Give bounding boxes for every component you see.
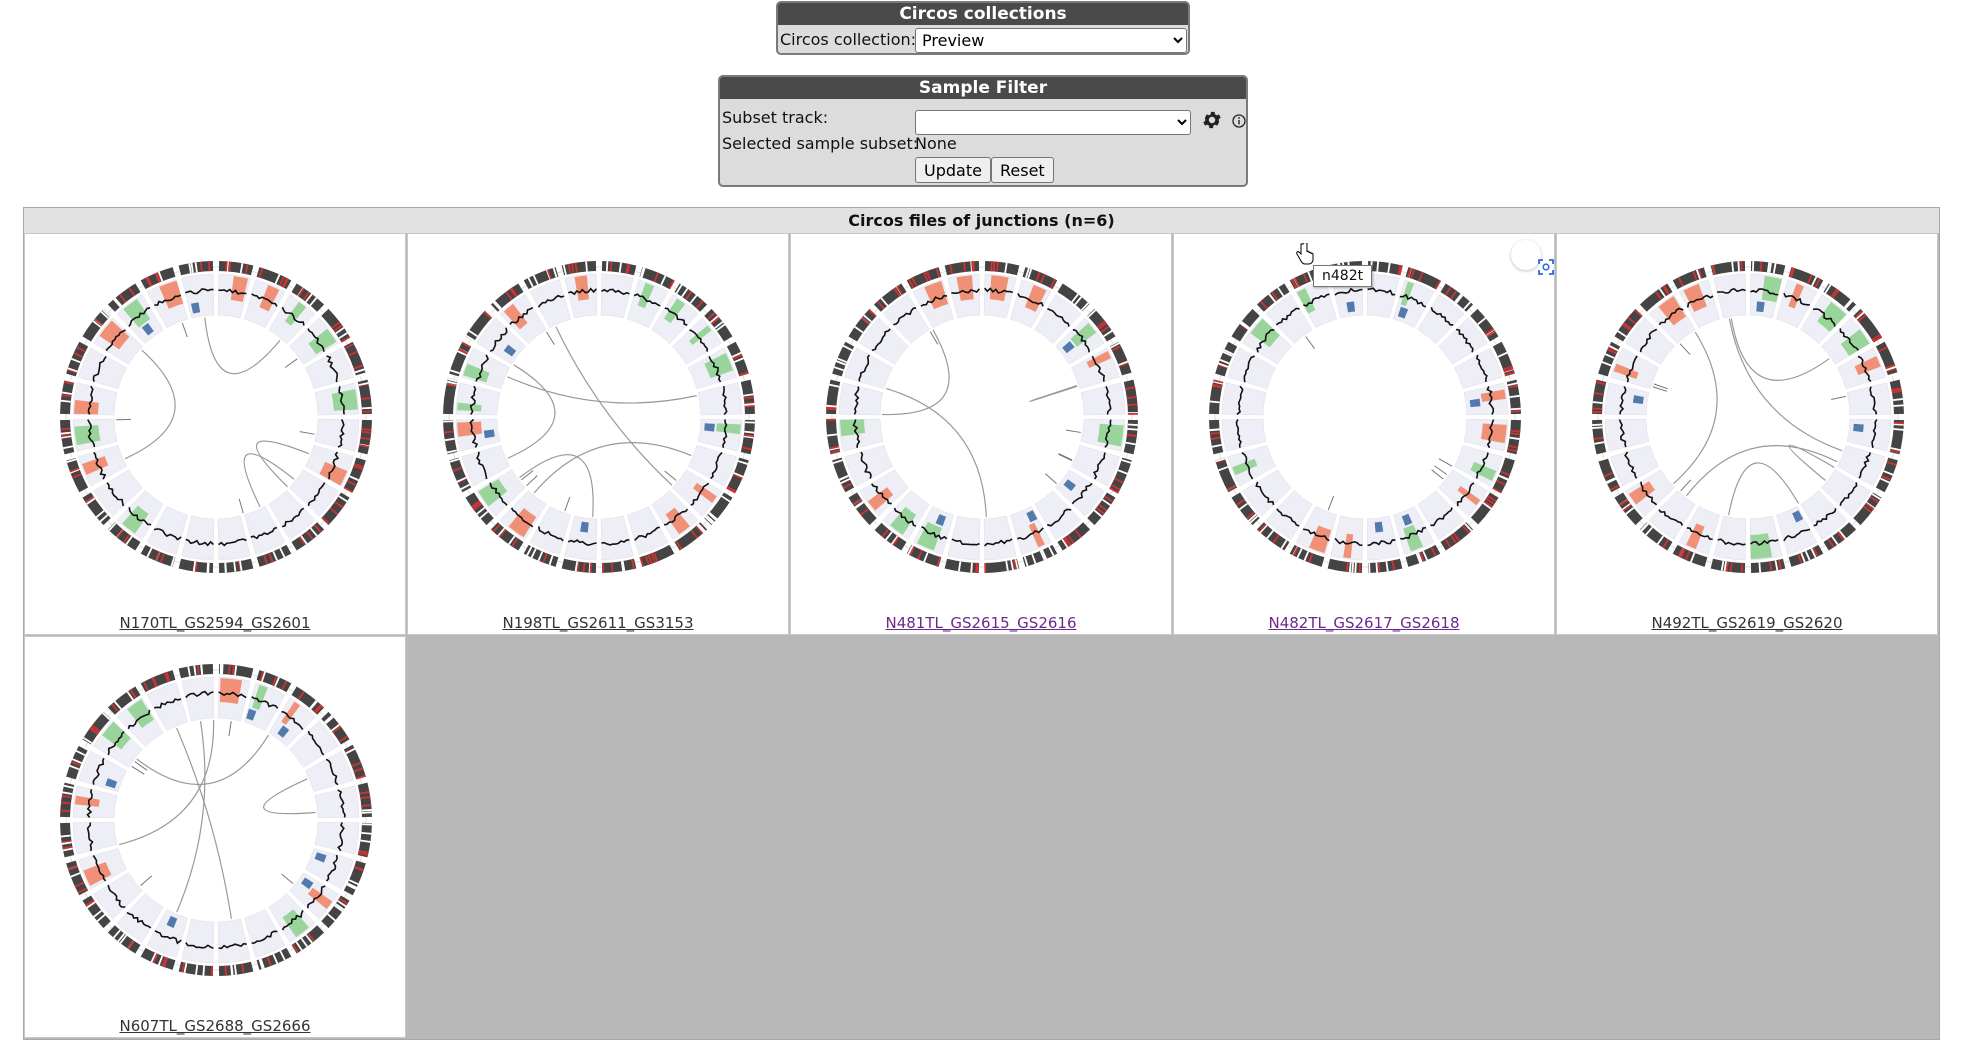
circos-caption-link[interactable]: N492TL_GS2619_GS2620 <box>1557 614 1937 632</box>
circos-grid-title: Circos files of junctions (n=6) <box>24 208 1939 234</box>
selected-subset-value: None <box>915 134 957 153</box>
circos-cell[interactable]: N481TL_GS2615_GS2616 <box>790 233 1172 635</box>
sample-filter-panel: Sample Filter Subset track: Selected sam… <box>718 75 1248 187</box>
circos-cell[interactable]: N607TL_GS2688_GS2666 <box>24 636 406 1038</box>
circos-plot-image[interactable] <box>45 649 387 991</box>
circos-cell[interactable]: N492TL_GS2619_GS2620 <box>1556 233 1938 635</box>
subset-track-label: Subset track: <box>722 108 828 127</box>
circos-plot-image[interactable] <box>1194 246 1536 588</box>
gear-icon[interactable] <box>1201 109 1223 131</box>
circos-cell[interactable]: N170TL_GS2594_GS2601 <box>24 233 406 635</box>
circos-cell[interactable]: N198TL_GS2611_GS3153 <box>407 233 789 635</box>
update-button[interactable]: Update <box>915 157 991 183</box>
circos-plot-image[interactable] <box>811 246 1153 588</box>
sample-filter-title: Sample Filter <box>720 77 1246 99</box>
circos-caption-link[interactable]: N482TL_GS2617_GS2618 <box>1174 614 1554 632</box>
circos-cell[interactable]: N482TL_GS2617_GS2618 n482t <box>1173 233 1555 635</box>
circos-caption-link[interactable]: N198TL_GS2611_GS3153 <box>408 614 788 632</box>
reset-button[interactable]: Reset <box>991 157 1054 183</box>
circos-caption-link[interactable]: N607TL_GS2688_GS2666 <box>25 1017 405 1035</box>
info-icon[interactable] <box>1232 114 1246 128</box>
circos-plot-image[interactable] <box>1577 246 1919 588</box>
circos-collection-select[interactable]: Preview <box>915 28 1187 53</box>
screen-capture-button[interactable] <box>1511 240 1541 270</box>
circos-collections-panel: Circos collections Circos collection: Pr… <box>776 1 1190 55</box>
subset-track-select[interactable] <box>915 110 1191 135</box>
hand-cursor-icon <box>1296 243 1314 265</box>
circos-collection-label: Circos collection: <box>780 30 916 49</box>
hover-tooltip: n482t <box>1313 265 1372 287</box>
circos-grid: Circos files of junctions (n=6) N170TL_G… <box>23 207 1940 1040</box>
circos-collections-title: Circos collections <box>778 3 1188 25</box>
selected-subset-label: Selected sample subset: <box>722 134 918 153</box>
circos-caption-link[interactable]: N170TL_GS2594_GS2601 <box>25 614 405 632</box>
circos-plot-image[interactable] <box>45 246 387 588</box>
circos-caption-link[interactable]: N481TL_GS2615_GS2616 <box>791 614 1171 632</box>
circos-plot-image[interactable] <box>428 246 770 588</box>
